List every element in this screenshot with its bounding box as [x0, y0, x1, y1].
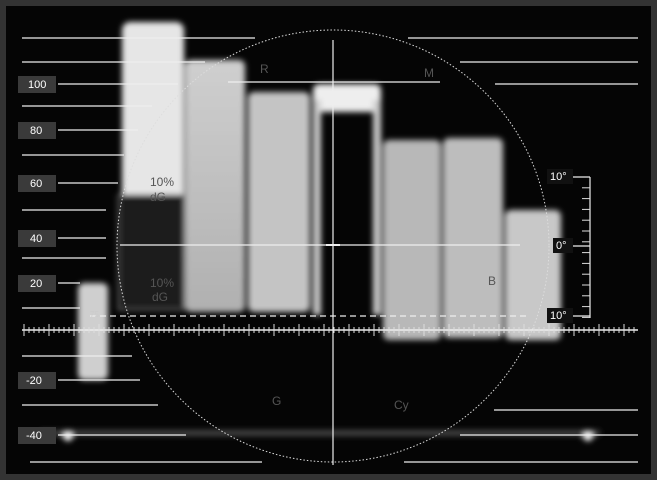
ire-label: 100 — [28, 79, 46, 91]
ire-label: 60 — [30, 178, 42, 190]
dg-label: 10% — [150, 276, 174, 290]
target-label: R — [260, 62, 269, 76]
waveform-monitor: 100 80 60 40 20 -20 -40 75 10° 0° 10° R … — [0, 0, 657, 480]
page: 100 80 60 40 20 -20 -40 75 10° 0° 10° R … — [0, 0, 657, 480]
ire-label: -40 — [26, 430, 42, 442]
target-label: Cy — [394, 398, 409, 412]
dg-label: dG — [152, 290, 168, 304]
target-label: M — [424, 66, 434, 80]
setup-label: 75 — [90, 310, 99, 319]
ire-label: 40 — [30, 233, 42, 245]
target-label: G — [272, 394, 281, 408]
phase-label: 0° — [556, 240, 567, 252]
ire-label: 20 — [30, 278, 42, 290]
phase-label: 10° — [550, 171, 567, 183]
ire-label: -20 — [26, 375, 42, 387]
dg-label: 10% — [150, 175, 174, 189]
dg-label: dG — [150, 190, 166, 204]
ire-label: 80 — [30, 125, 42, 137]
phase-label: 10° — [550, 310, 567, 322]
target-label: B — [488, 274, 496, 288]
